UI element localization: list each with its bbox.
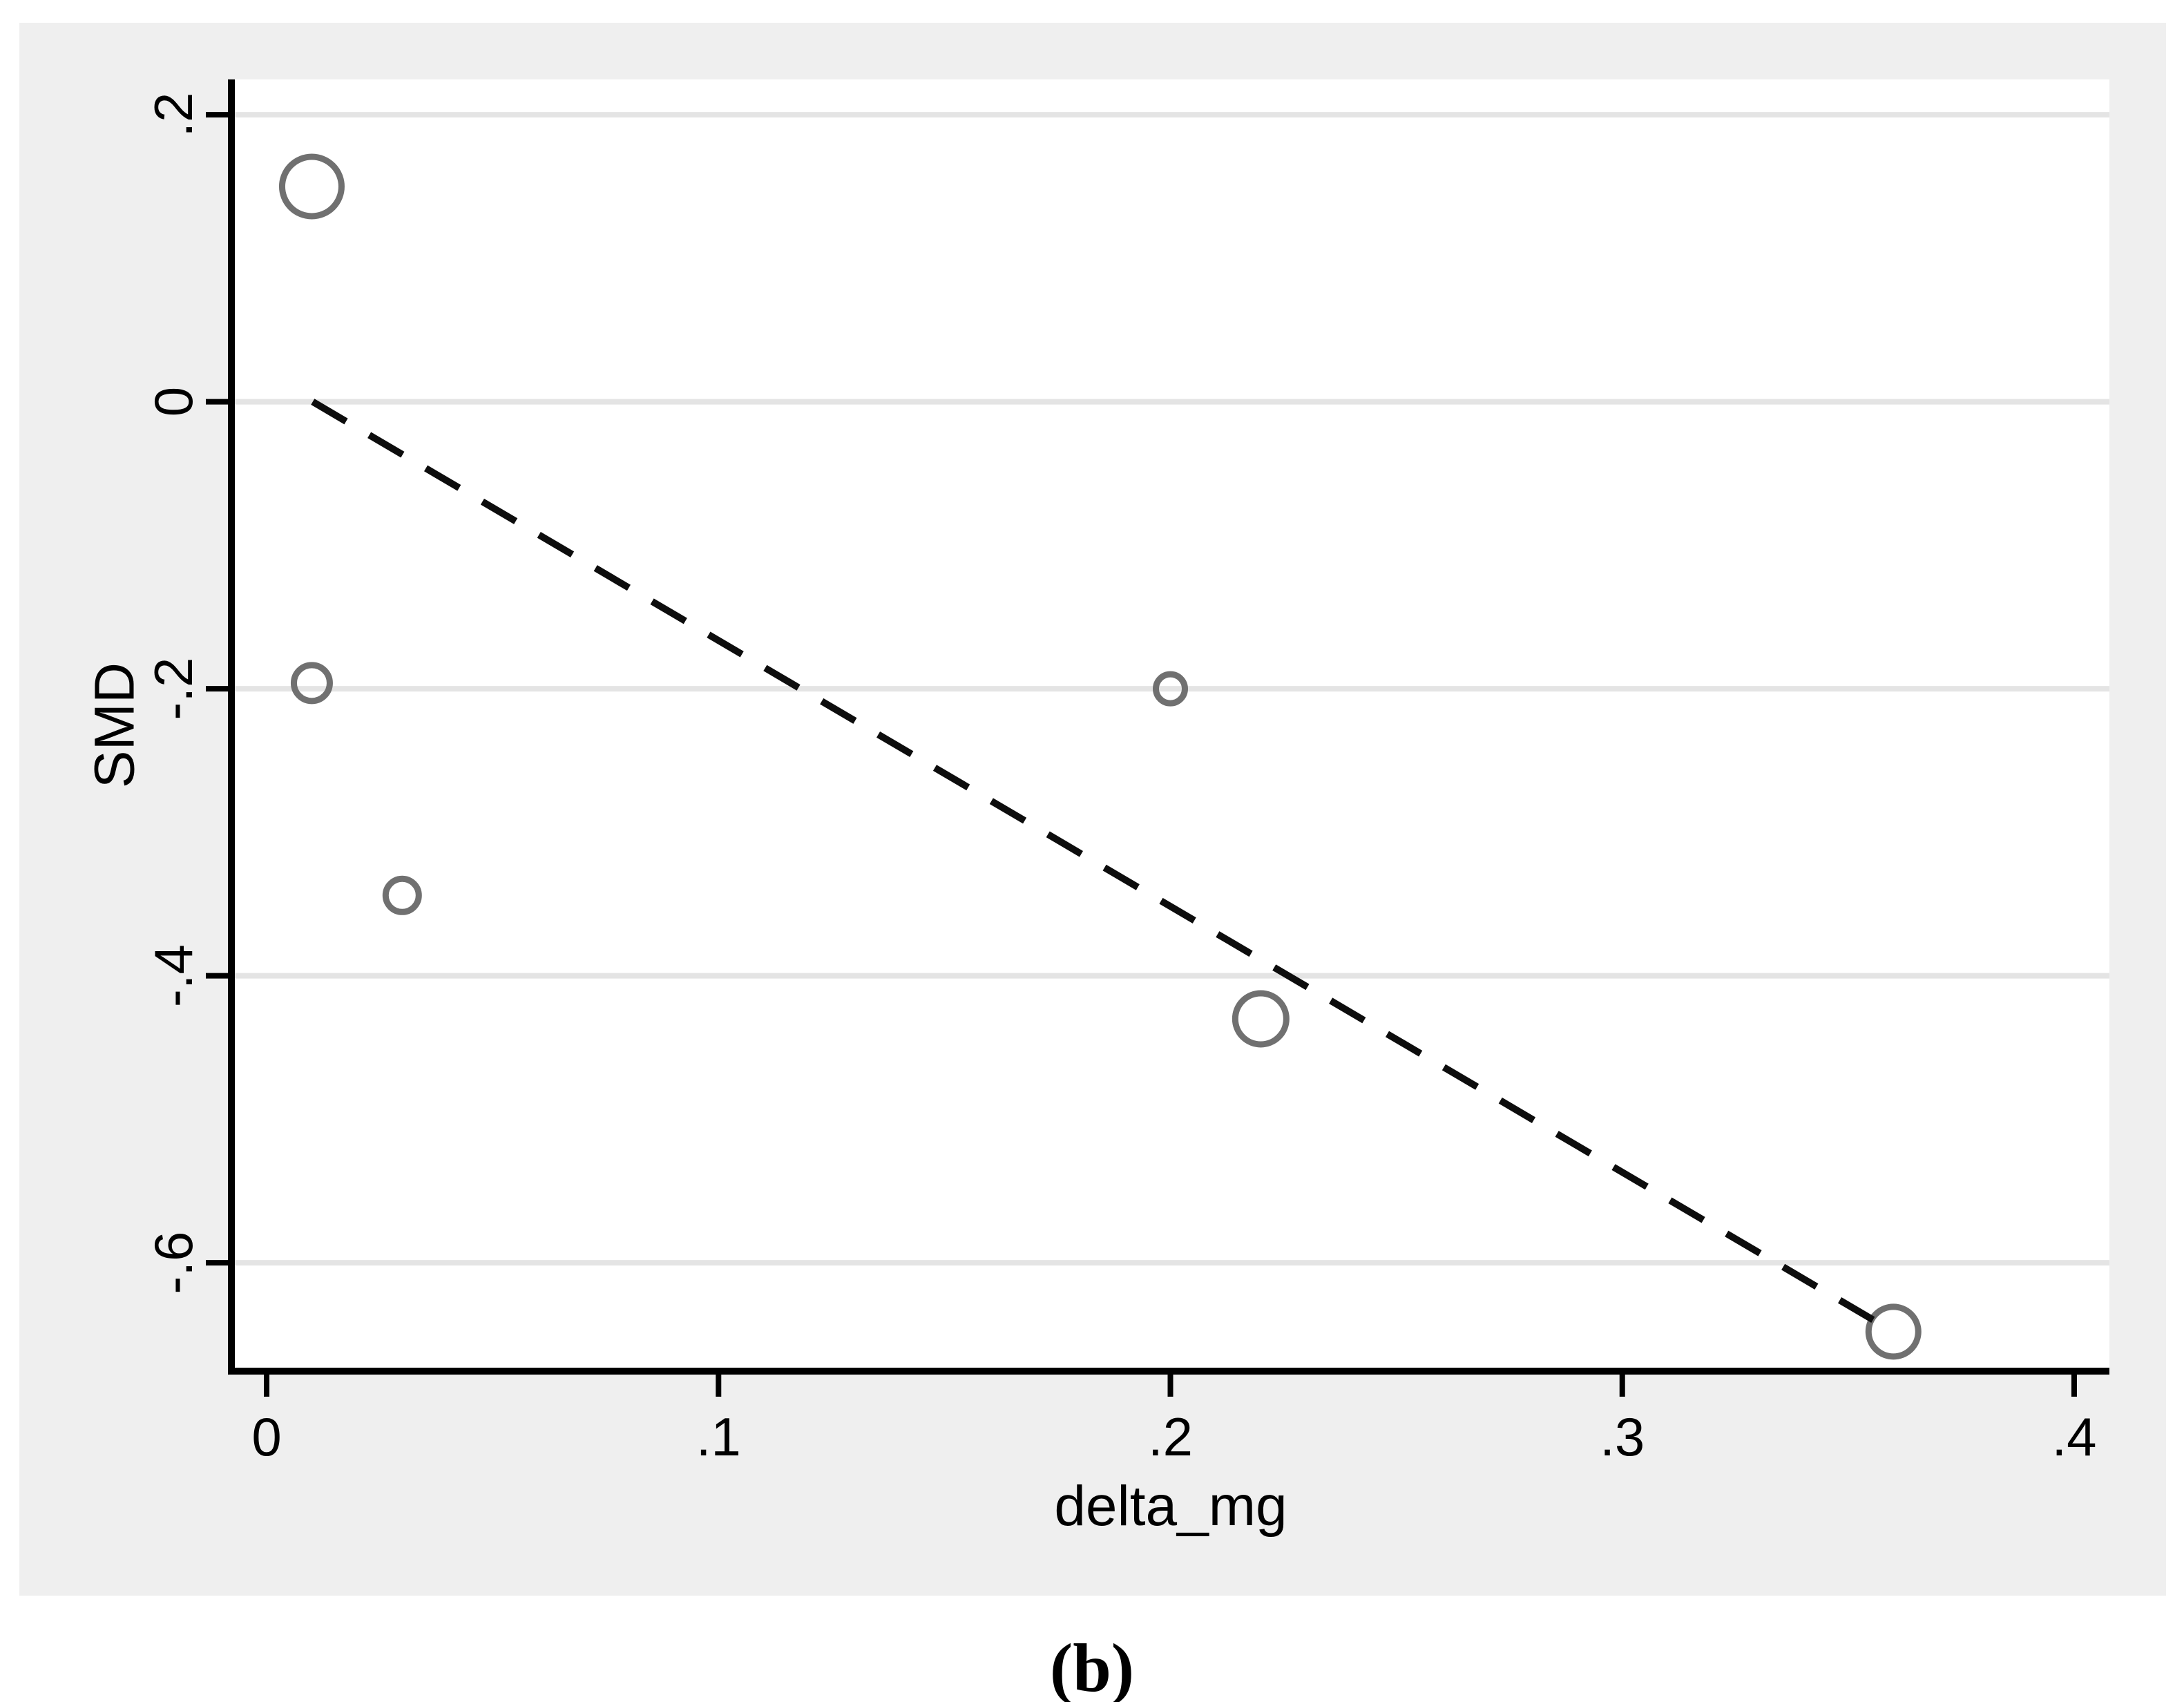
tick-labels-layer: .2 0 -.2 -.4 -.6 0 .1 .2 .3 .4	[143, 93, 2097, 1467]
x-tick-label: .1	[696, 1406, 741, 1467]
data-point-marker	[290, 662, 333, 705]
trend-layer	[311, 399, 1898, 1337]
y-tick-label: -.4	[143, 944, 204, 1007]
panel-layer	[19, 23, 2166, 1596]
y-axis-title: SMD	[84, 662, 146, 788]
figure-caption: (b)	[1050, 1629, 1134, 1702]
x-tick-label: 0	[251, 1406, 281, 1467]
data-point-marker	[382, 875, 422, 915]
regression-trend-line	[311, 399, 1898, 1337]
y-tick-label: 0	[143, 387, 204, 417]
data-point-marker	[1153, 671, 1188, 707]
x-axis-title: delta_mg	[1054, 1475, 1287, 1538]
ticks-layer	[206, 112, 2077, 1397]
points-layer	[278, 153, 1922, 1360]
y-tick-label: -.2	[143, 658, 204, 720]
x-tick-label: .3	[1600, 1406, 1645, 1467]
x-tick-label: .2	[1148, 1406, 1193, 1467]
data-point-marker	[1865, 1303, 1922, 1360]
data-point-marker	[278, 153, 345, 220]
data-point-marker	[1232, 990, 1290, 1048]
gridline-layer	[231, 112, 2109, 1266]
y-tick-label: -.6	[143, 1232, 204, 1294]
x-tick-label: .4	[2051, 1406, 2096, 1467]
plot-area-background	[231, 79, 2109, 1371]
axes-layer	[228, 79, 2109, 1375]
y-tick-label: .2	[143, 93, 204, 137]
